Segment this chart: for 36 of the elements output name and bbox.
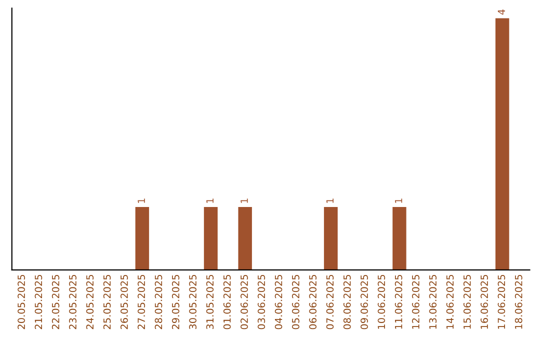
x-tick-label: 04.06.2025 (274, 274, 282, 330)
x-tick-label: 28.05.2025 (154, 274, 162, 330)
data-label: 4 (498, 10, 505, 15)
x-tick-label: 03.06.2025 (258, 274, 266, 330)
x-tick-label: 17.06.2025 (498, 274, 506, 329)
x-tick-label: 13.06.2025 (429, 274, 437, 329)
x-tick-label: 08.06.2025 (343, 274, 351, 330)
x-tick-label: 12.06.2025 (412, 274, 420, 329)
x-tick-label: 10.06.2025 (378, 274, 386, 329)
x-tick-label: 11.06.2025 (394, 274, 402, 329)
x-tick-label: 02.06.2025 (240, 274, 248, 330)
x-tick-label: 16.06.2025 (480, 274, 488, 329)
data-label: 1 (395, 198, 402, 203)
x-tick-label: 24.05.2025 (86, 274, 94, 330)
x-tick-label: 18.06.2025 (514, 274, 522, 329)
x-tick-label: 07.06.2025 (326, 274, 334, 330)
x-tick-label: 14.06.2025 (446, 274, 454, 329)
x-tick-label: 31.05.2025 (206, 274, 214, 330)
x-tick-label: 09.06.2025 (360, 274, 368, 330)
x-tick-label: 22.05.2025 (52, 274, 60, 330)
x-tick-label: 21.05.2025 (34, 274, 42, 330)
x-tick-label: 23.05.2025 (69, 274, 76, 330)
data-label: 1 (326, 198, 334, 203)
x-tick-label: 20.05.2025 (18, 274, 25, 330)
data-label: 1 (206, 198, 214, 203)
x-tick-label: 01.06.2025 (223, 274, 231, 330)
x-tick-label: 06.06.2025 (309, 274, 316, 330)
x-tick-label: 27.05.2025 (138, 274, 146, 330)
data-label: 1 (138, 198, 145, 203)
x-tick-label: 25.05.2025 (103, 274, 111, 330)
x-tick-label: 15.06.2025 (463, 274, 471, 329)
x-tick-label: 30.05.2025 (189, 274, 196, 330)
x-tick-label: 26.05.2025 (120, 274, 128, 330)
data-label: 1 (240, 198, 248, 203)
x-tick-label: 29.05.2025 (172, 274, 180, 330)
x-tick-label: 05.06.2025 (292, 274, 300, 330)
